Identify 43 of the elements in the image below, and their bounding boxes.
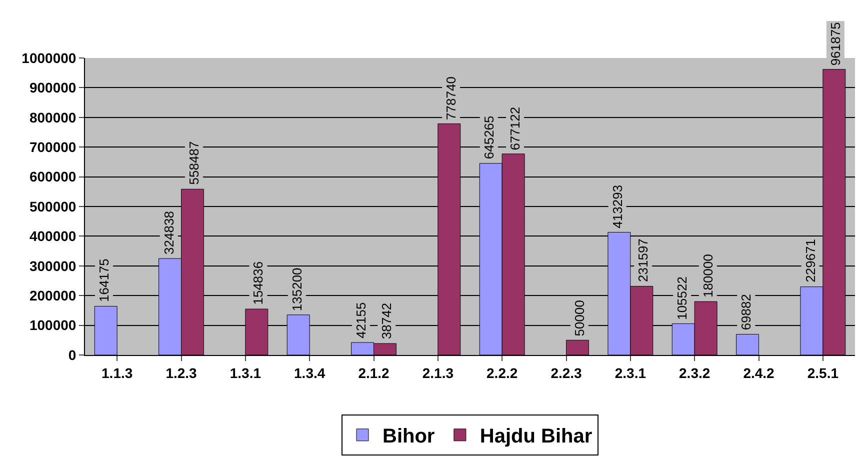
data-label: 778740 [444, 76, 459, 120]
y-tick-label: 800000 [29, 109, 76, 126]
data-label: 324838 [161, 211, 176, 254]
x-tick-label: 2.1.2 [358, 364, 390, 381]
legend-label: Bihor [382, 426, 435, 448]
data-label: 50000 [572, 300, 587, 336]
data-label: 180000 [700, 254, 716, 298]
y-tick-label: 200000 [29, 288, 76, 304]
x-tick-label: 1.2.3 [166, 364, 198, 381]
y-tick-label: 300000 [29, 258, 76, 274]
data-label: 154836 [250, 261, 266, 305]
y-tick-label: 100000 [29, 317, 76, 334]
x-tick-label: 2.2.3 [550, 364, 582, 381]
y-tick-label: 0 [68, 346, 76, 363]
x-tick-label: 2.4.2 [743, 364, 775, 381]
x-tick-label: 1.3.1 [230, 364, 262, 381]
x-tick-label: 2.3.2 [679, 364, 710, 381]
data-label: 38742 [379, 302, 394, 340]
x-tick-label: 2.5.1 [807, 364, 839, 381]
x-tick-label: 1.1.3 [102, 364, 133, 381]
data-label: 645265 [481, 116, 496, 160]
data-label: 105522 [674, 276, 690, 320]
y-tick-label: 900000 [29, 80, 76, 96]
x-tick-label: 2.1.3 [422, 364, 454, 381]
data-label: 413293 [610, 184, 625, 228]
data-label: 229671 [802, 238, 818, 282]
x-tick-label: 2.2.2 [486, 364, 518, 381]
y-tick-label: 500000 [29, 198, 76, 214]
y-tick-label: 400000 [29, 228, 76, 244]
data-label: 135200 [289, 268, 304, 312]
legend-label: Hajdu Bihar [480, 426, 592, 448]
data-label: 961875 [828, 22, 843, 66]
data-label: 677122 [508, 106, 523, 150]
data-label: 164175 [96, 258, 112, 302]
y-tick-label: 700000 [29, 139, 76, 155]
data-label: 231597 [636, 238, 651, 282]
y-tick-label: 600000 [29, 168, 76, 185]
x-tick-label: 2.3.1 [614, 364, 646, 381]
y-tick-label: 1000000 [22, 50, 76, 66]
data-label: 558487 [186, 141, 202, 185]
x-tick-label: 1.3.4 [294, 364, 326, 381]
data-label: 42155 [353, 302, 368, 338]
data-label: 69882 [738, 294, 754, 330]
